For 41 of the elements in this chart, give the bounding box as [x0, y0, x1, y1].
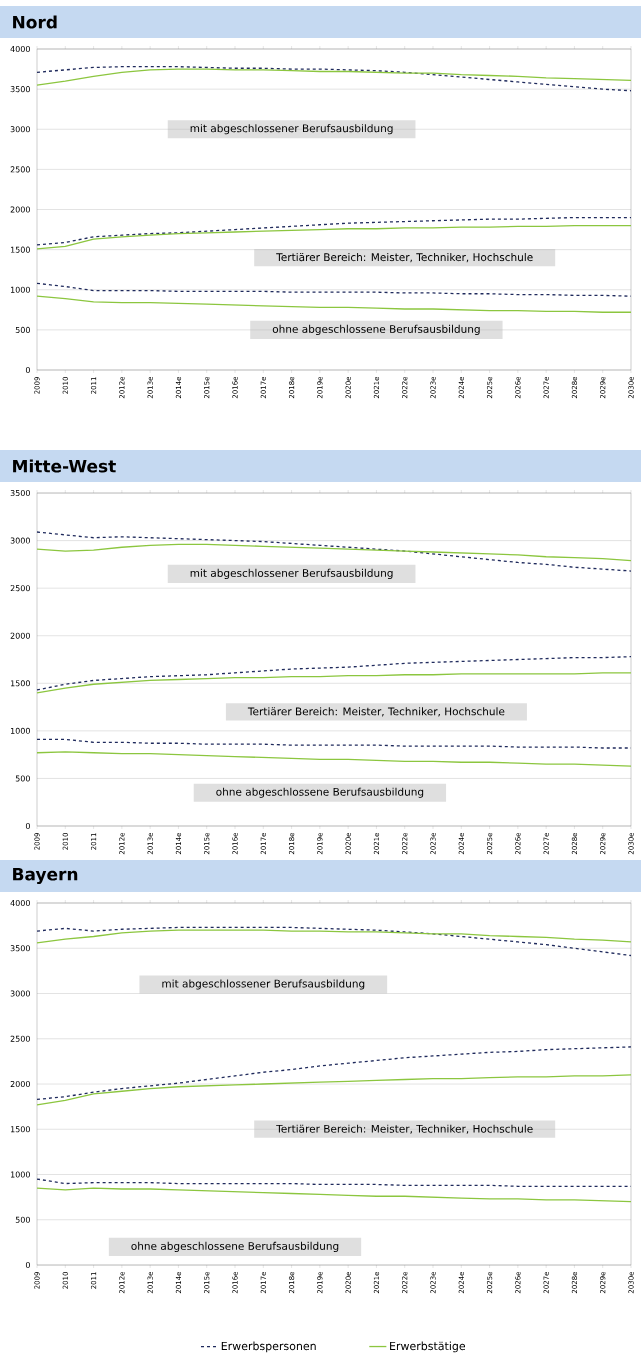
chart-title: Nord: [13, 15, 57, 29]
y-tick-label: 500: [15, 326, 30, 333]
annotation: Tertiärer Bereich: Meister, Techniker, Hochschule: [247, 707, 505, 717]
annotation: ohne abgeschlossene Berufsausbildung: [272, 324, 480, 335]
y-tick-label: 1500: [10, 1126, 30, 1133]
annotation: mit abgeschlossener Berufsausbildung: [190, 568, 393, 579]
y-tick-label: 500: [15, 1216, 30, 1223]
y-tick-label: 3000: [10, 990, 30, 997]
y-tick-label: 2500: [10, 1035, 30, 1042]
y-tick-label: 2500: [10, 166, 30, 173]
y-tick-label: 2000: [10, 206, 30, 213]
y-tick-label: 0: [25, 1261, 30, 1269]
annotation: mit abgeschlossener Berufsausbildung: [190, 124, 393, 135]
y-tick-label: 4000: [10, 899, 30, 907]
y-tick-label: 1000: [10, 1171, 30, 1178]
annotation: mit abgeschlossener Berufsausbildung: [162, 979, 365, 990]
annotation: ohne abgeschlossene Berufsausbildung: [131, 1241, 339, 1252]
y-tick-label: 0: [25, 366, 30, 374]
y-tick-label: 1500: [10, 246, 30, 253]
y-tick-label: 3000: [10, 126, 30, 133]
line-series: [36, 656, 632, 691]
annotation: ohne abgeschlossene Berufsausbildung: [216, 787, 424, 798]
y-tick-label: 3500: [10, 86, 30, 93]
y-tick-label: 3000: [10, 537, 30, 544]
y-tick-label: 2000: [10, 1080, 30, 1088]
annotation: Tertiärer Bereich: Meister, Techniker, Hochschule: [276, 1124, 533, 1134]
y-tick-label: 1500: [10, 680, 30, 687]
y-tick-label: 4000: [10, 45, 30, 53]
legend-label: Erwerbspersonen: [221, 1341, 316, 1353]
y-tick-label: 1000: [10, 286, 30, 293]
y-tick-label: 3500: [10, 489, 30, 497]
chart-title: Mitte-West: [13, 459, 116, 473]
annotation: Tertiärer Bereich: Meister, Techniker, Hochschule: [276, 253, 533, 263]
legend-label: Erwerbstätige: [390, 1341, 466, 1353]
y-tick-label: 2500: [10, 585, 30, 592]
chart-title: Bayern: [13, 867, 78, 885]
y-tick-label: 1000: [10, 727, 30, 734]
y-tick-label: 500: [15, 775, 30, 782]
y-tick-label: 3500: [10, 945, 30, 952]
y-tick-label: 2000: [10, 632, 30, 639]
y-tick-label: 0: [25, 822, 30, 830]
